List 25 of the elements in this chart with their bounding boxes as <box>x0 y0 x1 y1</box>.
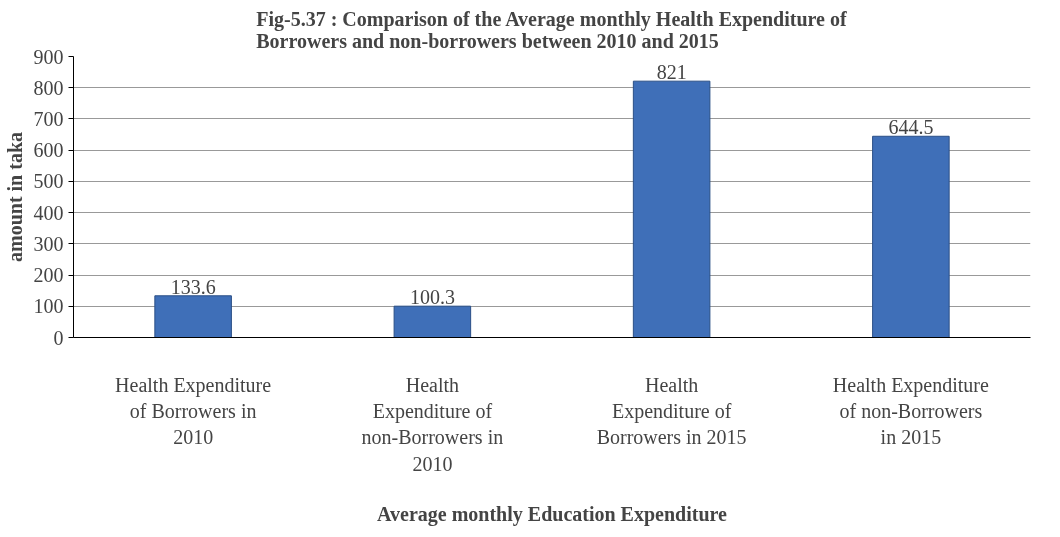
data-label: 100.3 <box>409 286 455 309</box>
data-label: 821 <box>656 61 687 84</box>
y-tick-label: 200 <box>33 264 64 287</box>
chart-title: Fig-5.37 : Comparison of the Average monthly Health Expenditure of Borrowers and non-borrowers between 2010 and 2015 <box>256 7 847 52</box>
x-tick-label: Health Expenditure of non-Borrowers in 2015 <box>832 373 990 449</box>
y-tick-label: 300 <box>33 232 64 255</box>
y-tick-label: 0 <box>53 326 64 349</box>
x-tick-label: Health Expenditure of Borrowers in 2015 <box>596 373 747 449</box>
y-tick-label: 100 <box>33 295 64 318</box>
x-tick-label: Health Expenditure of Borrowers in 2010 <box>115 373 272 449</box>
y-tick-label: 500 <box>33 170 64 193</box>
bar <box>632 80 711 338</box>
x-tick-label: Health Expenditure of non-Borrowers in 2010 <box>361 373 504 475</box>
y-tick-label: 400 <box>33 201 64 224</box>
bar <box>393 305 472 338</box>
y-tick-label: 700 <box>33 107 64 130</box>
bar <box>154 295 232 338</box>
data-label: 644.5 <box>888 116 934 139</box>
y-tick-label: 800 <box>33 76 64 99</box>
bar <box>872 135 950 338</box>
data-label: 133.6 <box>170 275 216 298</box>
x-axis-title: Average monthly Education Expenditure <box>377 502 728 526</box>
y-tick-label: 900 <box>33 45 64 68</box>
y-axis-title: amount in taka <box>3 131 26 263</box>
y-tick-label: 600 <box>33 139 64 162</box>
